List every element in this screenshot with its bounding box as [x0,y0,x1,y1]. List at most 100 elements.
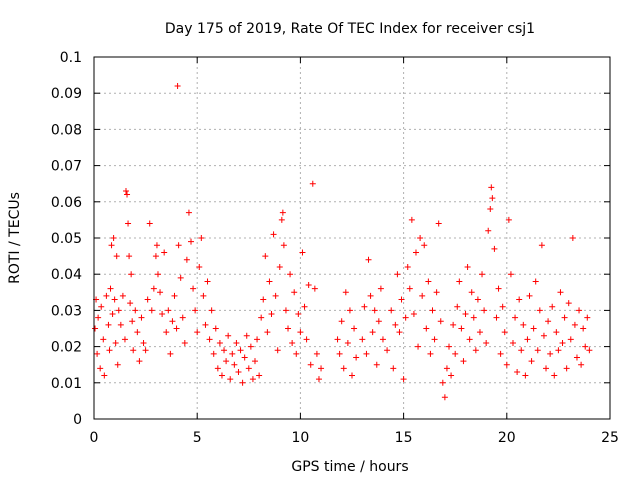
data-point [112,339,119,346]
data-point [235,368,242,375]
data-point [227,376,234,383]
data-point [493,314,500,321]
x-axis-label: GPS time / hours [291,459,408,475]
data-point [125,220,132,227]
data-point [476,329,483,336]
data-point [509,339,516,346]
data-point [154,271,161,278]
data-point [128,271,135,278]
data-point [111,296,118,303]
data-point [557,289,564,296]
data-point [254,336,261,343]
data-point [410,311,417,318]
data-point [377,285,384,292]
data-point [338,318,345,325]
data-point [163,329,170,336]
data-point [501,329,508,336]
data-point [373,361,380,368]
data-point [105,321,112,328]
data-point [344,339,351,346]
data-point [229,350,236,357]
data-point [237,347,244,354]
data-point [505,216,512,223]
data-point [95,314,102,321]
data-point [439,379,446,386]
data-point [446,343,453,350]
data-point [371,307,378,314]
data-point [231,361,238,368]
data-point [264,329,271,336]
data-point [198,235,205,241]
data-point [443,365,450,372]
data-point [398,296,405,303]
data-point [586,347,593,354]
data-point [549,303,556,310]
data-point [247,343,254,350]
data-point [342,289,349,296]
data-point [289,339,296,346]
data-point [367,292,374,299]
data-point [307,361,314,368]
data-point [98,303,105,310]
data-point [406,285,413,292]
data-point [336,350,343,357]
data-point [287,271,294,278]
data-point [365,256,372,263]
data-point [462,311,469,318]
data-point [279,209,286,216]
data-point [375,318,382,325]
y-tick-label: 0.1 [60,50,82,66]
data-point [528,358,535,365]
data-point [218,372,225,379]
data-point [117,321,124,328]
data-point [359,336,366,343]
data-point [497,350,504,357]
data-point [212,325,219,332]
data-point [402,314,409,321]
data-point [452,350,459,357]
data-point [437,318,444,325]
data-point [553,329,560,336]
data-point [293,350,300,357]
grid [94,57,610,419]
data-point [206,336,213,343]
data-point [491,245,498,252]
data-point [129,318,136,325]
data-point [423,325,430,332]
data-point [483,339,490,346]
y-tick-label: 0 [73,412,82,428]
data-point [488,184,495,191]
data-point [260,296,267,303]
x-tick-label: 10 [291,430,309,446]
data-point [262,253,269,260]
data-point [181,339,188,346]
x-tick-label: 15 [395,430,413,446]
x-tick-label: 25 [601,430,619,446]
data-point [361,303,368,310]
data-point [243,332,250,339]
data-point [101,372,108,379]
data-point [318,365,325,372]
data-point [427,350,434,357]
data-point [417,235,424,241]
data-point [148,307,155,314]
data-point [415,343,422,350]
data-point [122,187,129,194]
data-point [526,292,533,299]
data-point [266,278,273,285]
data-point [520,321,527,328]
data-point [173,325,180,332]
data-point [540,332,547,339]
data-point [107,285,114,292]
data-points [92,82,593,401]
data-point [100,336,107,343]
data-point [499,303,506,310]
data-point [384,347,391,354]
y-tick-label: 0.06 [51,195,82,211]
data-point [303,336,310,343]
data-point [503,361,510,368]
data-point [522,372,529,379]
data-point [161,249,168,256]
data-point [144,296,151,303]
